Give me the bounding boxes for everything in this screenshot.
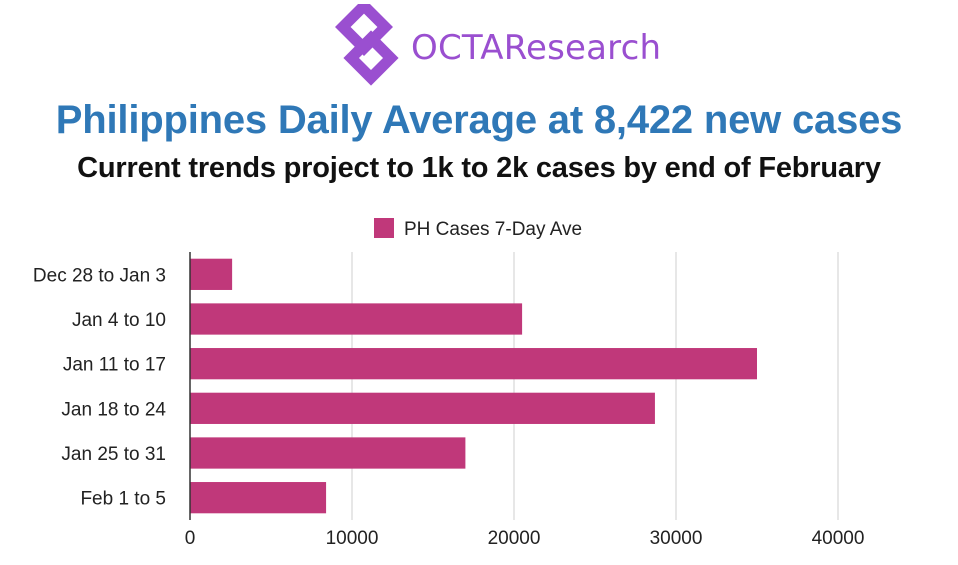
octa-logo-icon	[335, 4, 399, 86]
brand-logo: OCTAResearch	[335, 4, 661, 86]
legend-label: PH Cases 7-Day Ave	[404, 219, 582, 240]
category-label: Jan 4 to 10	[72, 310, 166, 331]
bar-4	[190, 392, 655, 424]
page-subtitle: Current trends project to 1k to 2k cases…	[77, 152, 881, 184]
x-tick-label: 0	[185, 528, 196, 549]
category-label: Jan 25 to 31	[61, 444, 166, 465]
category-label: Jan 11 to 17	[63, 355, 166, 376]
x-tick-label: 10000	[326, 528, 379, 549]
x-tick-label: 20000	[488, 528, 541, 549]
x-tick-label: 30000	[650, 528, 703, 549]
bar-5	[190, 437, 466, 469]
category-label: Feb 1 to 5	[80, 489, 166, 510]
category-label: Dec 28 to Jan 3	[33, 265, 166, 286]
page-title: Philippines Daily Average at 8,422 new c…	[55, 98, 903, 142]
bar-3	[190, 348, 757, 380]
legend-swatch	[374, 218, 394, 238]
brand-name: OCTAResearch	[411, 28, 662, 68]
x-tick-label: 40000	[812, 528, 865, 549]
bar-2	[190, 303, 523, 335]
bar-1	[190, 258, 233, 290]
category-label: Jan 18 to 24	[61, 399, 166, 420]
bar-6	[190, 482, 327, 514]
bar-chart: Dec 28 to Jan 3 Jan 4 to 10 Jan 11 to 17 Ja…	[33, 218, 865, 549]
